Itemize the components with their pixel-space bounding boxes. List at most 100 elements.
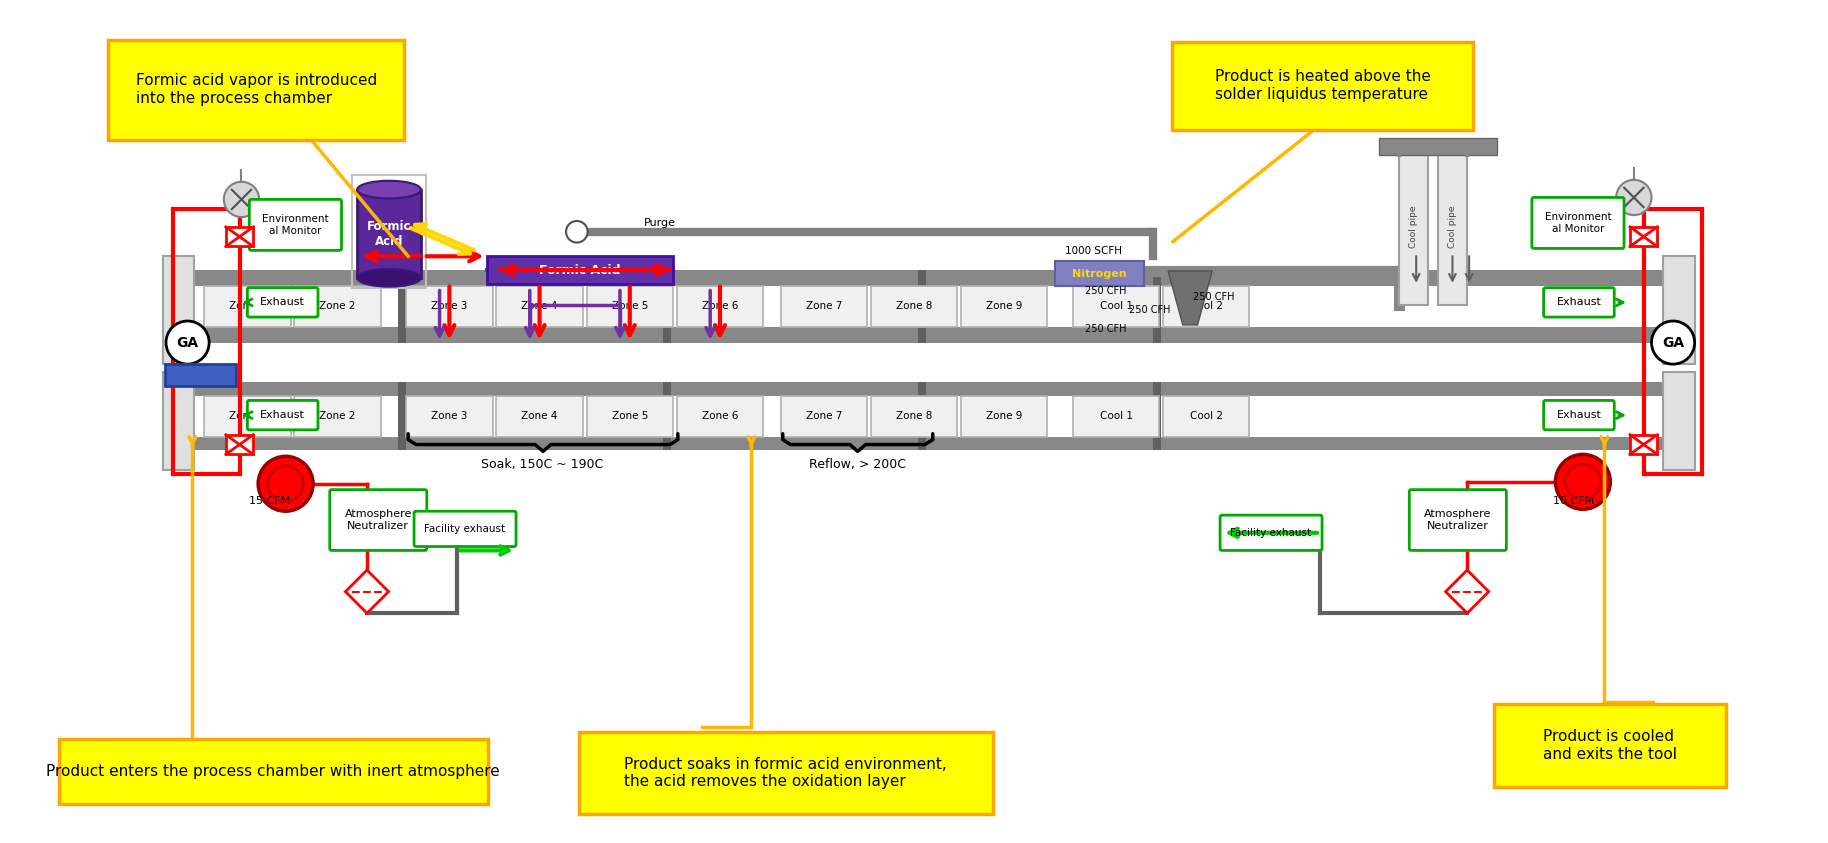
Bar xyxy=(399,270,406,342)
Bar xyxy=(192,327,1663,342)
Text: Atmosphere
Neutralizer: Atmosphere Neutralizer xyxy=(1424,509,1492,531)
Text: Zone 7: Zone 7 xyxy=(806,411,843,422)
Bar xyxy=(227,435,254,454)
Text: Environment
al Monitor: Environment al Monitor xyxy=(261,214,329,236)
Text: Product is heated above the
solder liquidus temperature: Product is heated above the solder liqui… xyxy=(1214,69,1431,102)
FancyBboxPatch shape xyxy=(108,40,404,140)
Text: Exhaust: Exhaust xyxy=(1556,411,1601,420)
Bar xyxy=(1163,395,1250,437)
Bar xyxy=(870,286,958,327)
Bar xyxy=(664,382,671,450)
Bar xyxy=(918,270,927,342)
Text: Facility exhaust: Facility exhaust xyxy=(1230,528,1313,538)
Text: 250 CFH: 250 CFH xyxy=(1192,293,1234,303)
Bar xyxy=(870,395,958,437)
Text: Zone 1: Zone 1 xyxy=(228,411,265,422)
Text: 10 CFM: 10 CFM xyxy=(1554,497,1594,507)
Circle shape xyxy=(1616,180,1651,215)
Bar xyxy=(587,286,673,327)
Ellipse shape xyxy=(356,269,420,287)
Bar xyxy=(1398,148,1428,305)
Bar xyxy=(205,286,291,327)
Text: Zone 5: Zone 5 xyxy=(612,301,647,311)
Bar xyxy=(587,395,673,437)
Text: Environment
al Monitor: Environment al Monitor xyxy=(1545,212,1610,234)
Text: Reflow, > 200C: Reflow, > 200C xyxy=(808,458,905,470)
Text: Zone 3: Zone 3 xyxy=(431,301,468,311)
Circle shape xyxy=(223,182,260,217)
Bar xyxy=(399,382,406,450)
Bar xyxy=(918,382,927,450)
Bar xyxy=(163,256,194,364)
Text: Purge: Purge xyxy=(643,218,676,228)
FancyBboxPatch shape xyxy=(579,732,993,814)
FancyBboxPatch shape xyxy=(415,511,515,546)
Text: 1000 SCFH: 1000 SCFH xyxy=(1066,246,1122,256)
FancyBboxPatch shape xyxy=(58,738,488,804)
Text: Exhaust: Exhaust xyxy=(260,411,305,420)
Bar xyxy=(1055,261,1144,286)
Text: Formic Acid: Formic Acid xyxy=(539,264,620,277)
Polygon shape xyxy=(1168,271,1212,325)
Text: Cool 2: Cool 2 xyxy=(1190,411,1223,422)
Bar xyxy=(1163,286,1250,327)
Circle shape xyxy=(567,221,587,243)
Bar xyxy=(1153,270,1161,342)
Text: GA: GA xyxy=(177,336,199,350)
FancyBboxPatch shape xyxy=(1543,400,1614,430)
Bar xyxy=(781,286,866,327)
Text: Cool 1: Cool 1 xyxy=(1100,301,1133,311)
Text: Zone 8: Zone 8 xyxy=(896,301,932,311)
FancyBboxPatch shape xyxy=(1493,705,1726,787)
Bar xyxy=(1153,382,1161,450)
Bar xyxy=(1663,372,1695,470)
Polygon shape xyxy=(1446,570,1488,613)
Bar xyxy=(497,286,583,327)
FancyBboxPatch shape xyxy=(1532,197,1623,249)
Bar xyxy=(192,270,1663,286)
Text: Nitrogen: Nitrogen xyxy=(1073,269,1126,279)
Text: Cool 2: Cool 2 xyxy=(1190,301,1223,311)
Bar xyxy=(192,437,1663,450)
Text: Zone 6: Zone 6 xyxy=(702,301,739,311)
Bar xyxy=(165,364,236,386)
Text: Cool pipe: Cool pipe xyxy=(1409,206,1419,248)
Text: Cool 1: Cool 1 xyxy=(1100,411,1133,422)
Text: Formic acid vapor is introduced
into the process chamber: Formic acid vapor is introduced into the… xyxy=(135,73,377,105)
Bar xyxy=(356,190,420,278)
FancyBboxPatch shape xyxy=(329,490,426,550)
Ellipse shape xyxy=(356,180,420,198)
Bar xyxy=(406,395,492,437)
Bar xyxy=(962,286,1047,327)
Text: Product is cooled
and exits the tool: Product is cooled and exits the tool xyxy=(1543,729,1676,762)
Text: Soak, 150C ~ 190C: Soak, 150C ~ 190C xyxy=(481,458,603,470)
Bar xyxy=(1073,286,1159,327)
Bar xyxy=(353,175,426,287)
Text: Product enters the process chamber with inert atmosphere: Product enters the process chamber with … xyxy=(46,764,501,779)
Bar xyxy=(676,286,762,327)
Text: Zone 6: Zone 6 xyxy=(702,411,739,422)
Text: Product soaks in formic acid environment,
the acid removes the oxidation layer: Product soaks in formic acid environment… xyxy=(625,757,947,789)
Text: Exhaust: Exhaust xyxy=(1556,298,1601,308)
Text: Cool pipe: Cool pipe xyxy=(1448,206,1457,248)
Text: 250 CFH: 250 CFH xyxy=(1084,324,1126,334)
Bar xyxy=(294,395,380,437)
Polygon shape xyxy=(345,570,389,613)
Bar xyxy=(664,270,671,342)
Bar xyxy=(1631,435,1658,454)
Text: Zone 9: Zone 9 xyxy=(985,301,1022,311)
Bar xyxy=(497,395,583,437)
Text: Zone 4: Zone 4 xyxy=(521,301,558,311)
Bar xyxy=(676,395,762,437)
Text: Zone 2: Zone 2 xyxy=(320,301,356,311)
Bar xyxy=(205,395,291,437)
Text: Zone 4: Zone 4 xyxy=(521,411,558,422)
Circle shape xyxy=(166,321,208,364)
Text: Formic
Acid: Formic Acid xyxy=(367,220,411,248)
Bar xyxy=(486,256,673,284)
Text: 15 CFM: 15 CFM xyxy=(249,497,291,507)
FancyBboxPatch shape xyxy=(1172,41,1473,130)
Circle shape xyxy=(1556,454,1610,509)
Text: Zone 8: Zone 8 xyxy=(896,411,932,422)
Text: Zone 3: Zone 3 xyxy=(431,411,468,422)
